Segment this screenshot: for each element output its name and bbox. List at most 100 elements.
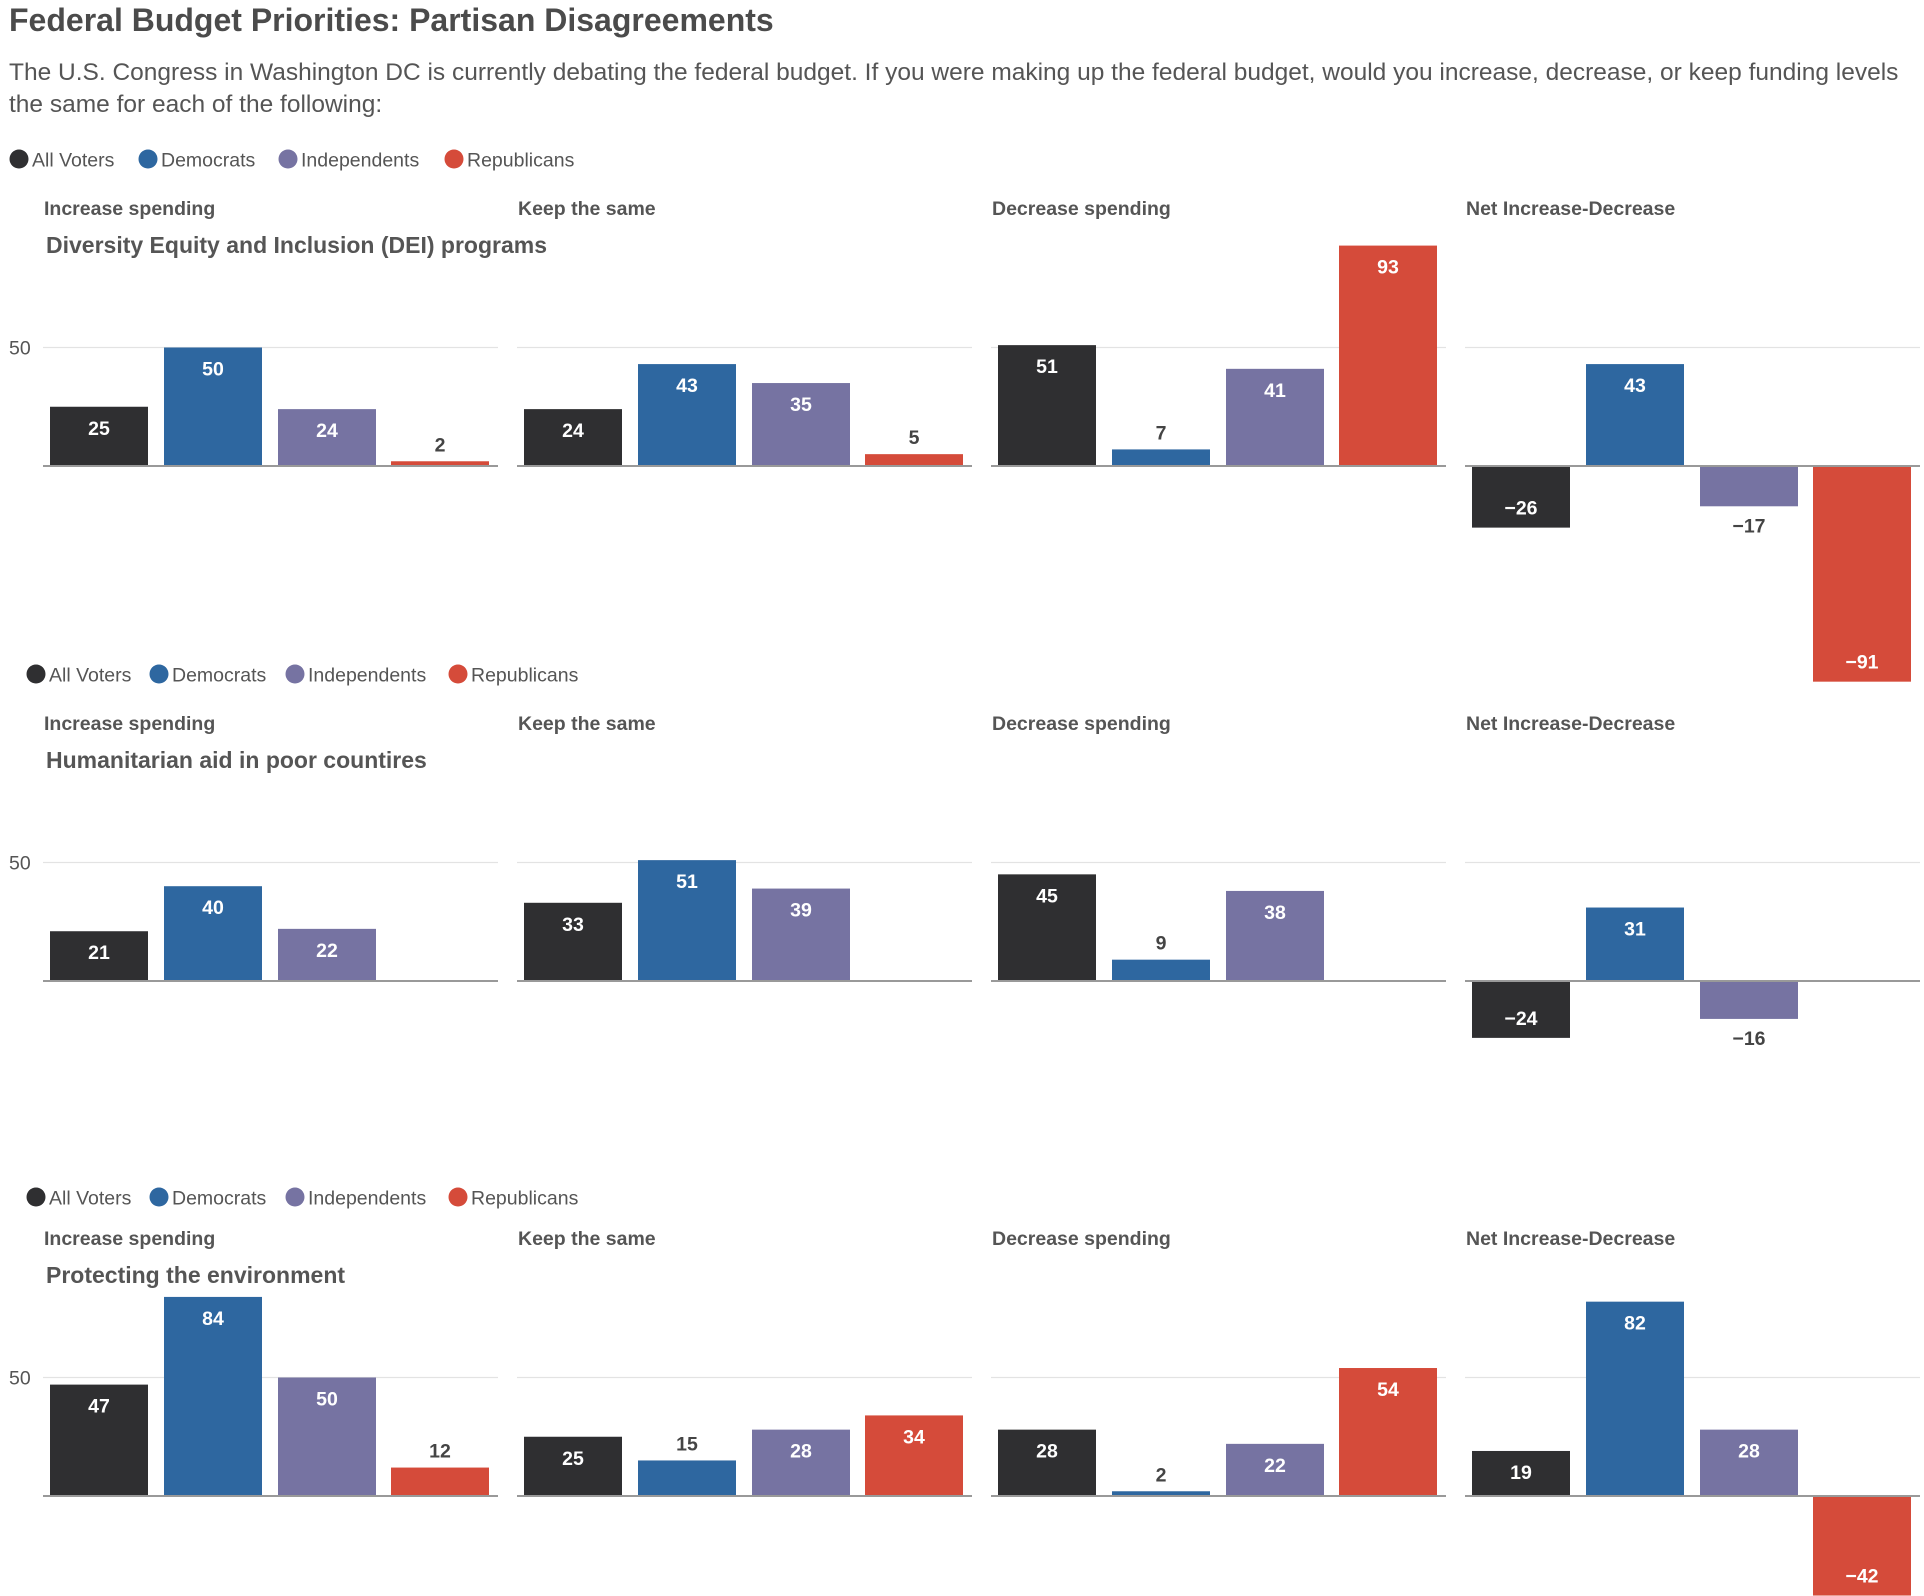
data-label: 15 (676, 1433, 698, 1455)
data-label: 45 (1036, 885, 1058, 907)
data-label: 40 (202, 897, 224, 919)
data-label: 25 (88, 418, 110, 440)
bar-all-voters (1472, 981, 1570, 1038)
data-label: 5 (909, 427, 920, 449)
data-label: 28 (1036, 1441, 1058, 1463)
bar-independents (1700, 466, 1798, 507)
bar-all-voters (50, 1384, 148, 1496)
bar-democrats (1586, 364, 1684, 466)
data-label: 50 (202, 359, 224, 381)
bar-democrats (164, 1296, 262, 1496)
bar-democrats (164, 347, 262, 466)
legend-label-independents: Independents (308, 1188, 426, 1210)
legend-swatch-all-voters (26, 1187, 46, 1207)
legend-label-democrats: Democrats (172, 665, 267, 687)
data-label: 28 (1738, 1441, 1760, 1463)
legend-swatch-democrats (149, 1187, 169, 1207)
legend-label-all-voters: All Voters (32, 150, 115, 172)
data-label: 19 (1510, 1462, 1532, 1484)
data-label: 33 (562, 914, 584, 936)
data-label: −91 (1845, 652, 1878, 674)
item-title: Protecting the environment (46, 1262, 345, 1288)
legend-label-democrats: Democrats (161, 150, 256, 172)
data-label: 47 (88, 1396, 110, 1418)
legend-swatch-republicans (448, 664, 468, 684)
bar-all-voters (524, 902, 622, 981)
panel-title: Decrease spending (992, 198, 1171, 220)
bar-all-voters (998, 874, 1096, 981)
bar-republicans (1813, 1496, 1911, 1596)
bar-republicans (865, 1415, 963, 1496)
legend-label-democrats: Democrats (172, 1188, 267, 1210)
panel-title: Decrease spending (992, 713, 1171, 735)
bar-democrats (1586, 907, 1684, 981)
data-label: 12 (429, 1441, 451, 1463)
legend-label-republicans: Republicans (467, 150, 575, 172)
data-label: −26 (1504, 498, 1537, 520)
bar-independents (278, 928, 376, 981)
y-tick-label: 50 (9, 1368, 31, 1390)
bar-all-voters (524, 1436, 622, 1496)
data-label: 9 (1156, 933, 1167, 955)
panel-title: Increase spending (44, 198, 215, 220)
data-label: 31 (1624, 919, 1646, 941)
data-label: 22 (1264, 1455, 1286, 1477)
legend-label-all-voters: All Voters (49, 665, 132, 687)
data-label: −42 (1845, 1566, 1878, 1588)
bar-all-voters (1472, 466, 1570, 528)
bar-republicans (1339, 245, 1437, 466)
data-label: −17 (1732, 515, 1765, 537)
legend-label-all-voters: All Voters (49, 1188, 132, 1210)
bar-democrats (638, 1460, 736, 1496)
data-label: 35 (790, 394, 812, 416)
bar-all-voters (524, 409, 622, 466)
data-label: 38 (1264, 902, 1286, 924)
data-label: 54 (1377, 1379, 1399, 1401)
data-label: 2 (435, 434, 446, 456)
panel-title: Keep the same (518, 713, 656, 735)
panel-title: Net Increase-Decrease (1466, 198, 1675, 220)
panel-title: Net Increase-Decrease (1466, 1228, 1675, 1250)
bar-republicans (865, 454, 963, 466)
legend-swatch-democrats (138, 149, 158, 169)
data-label: 43 (676, 375, 698, 397)
data-label: 2 (1156, 1464, 1167, 1486)
bar-democrats (638, 860, 736, 981)
bar-democrats (1112, 959, 1210, 981)
bar-democrats (638, 364, 736, 466)
panel-title: Decrease spending (992, 1228, 1171, 1250)
legend-swatch-republicans (444, 149, 464, 169)
bar-independents (1700, 1429, 1798, 1496)
legend-label-republicans: Republicans (471, 665, 579, 687)
data-label: 50 (316, 1389, 338, 1411)
data-label: 51 (676, 871, 698, 893)
legend-swatch-all-voters (9, 149, 29, 169)
bar-independents (1226, 368, 1324, 466)
data-label: 22 (316, 940, 338, 962)
page-subtitle: The U.S. Congress in Washington DC is cu… (9, 59, 1899, 118)
bar-democrats (1586, 1301, 1684, 1496)
data-label: 39 (790, 900, 812, 922)
data-label: 82 (1624, 1313, 1646, 1335)
bar-all-voters (998, 345, 1096, 466)
legend-label-republicans: Republicans (471, 1188, 579, 1210)
data-label: 43 (1624, 375, 1646, 397)
bar-independents (752, 383, 850, 466)
data-label: 84 (202, 1308, 224, 1330)
data-label: 21 (88, 942, 110, 964)
data-label: −24 (1504, 1008, 1537, 1030)
y-tick-label: 50 (9, 338, 31, 360)
bar-all-voters (1472, 1450, 1570, 1496)
legend-swatch-independents (285, 1187, 305, 1207)
bar-democrats (1112, 449, 1210, 466)
bar-all-voters (998, 1429, 1096, 1496)
legend-swatch-independents (278, 149, 298, 169)
legend-label-independents: Independents (301, 150, 419, 172)
legend-swatch-all-voters (26, 664, 46, 684)
data-label: 41 (1264, 380, 1286, 402)
bar-democrats (164, 886, 262, 981)
bar-independents (278, 409, 376, 466)
bar-republicans (1339, 1368, 1437, 1496)
data-label: 93 (1377, 257, 1399, 279)
